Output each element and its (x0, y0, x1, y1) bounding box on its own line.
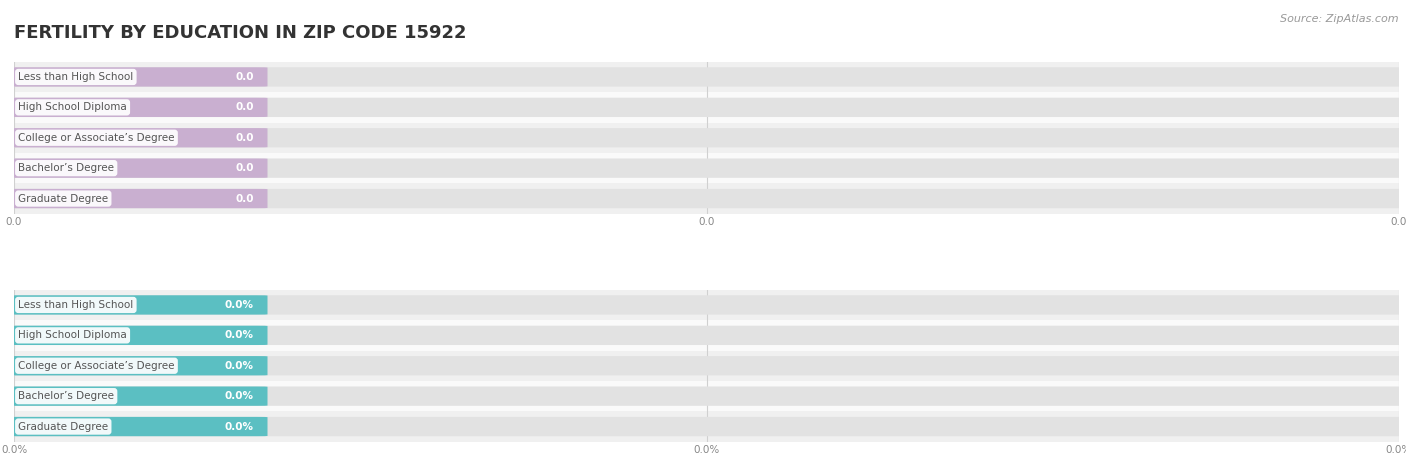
Text: Graduate Degree: Graduate Degree (18, 193, 108, 204)
Bar (14, 183, 1399, 214)
FancyBboxPatch shape (3, 67, 1406, 86)
Bar (14, 62, 1399, 92)
FancyBboxPatch shape (3, 98, 1406, 117)
FancyBboxPatch shape (3, 295, 267, 314)
Text: Bachelor’s Degree: Bachelor’s Degree (18, 163, 114, 173)
Text: 0.0: 0.0 (235, 163, 253, 173)
Bar (14, 351, 1399, 381)
Text: 0.0: 0.0 (235, 72, 253, 82)
Text: Graduate Degree: Graduate Degree (18, 421, 108, 432)
FancyBboxPatch shape (3, 387, 267, 406)
Text: 0.0%: 0.0% (225, 361, 253, 371)
FancyBboxPatch shape (3, 98, 267, 117)
Text: Source: ZipAtlas.com: Source: ZipAtlas.com (1281, 14, 1399, 24)
FancyBboxPatch shape (3, 295, 1406, 314)
Text: 0.0%: 0.0% (225, 330, 253, 341)
FancyBboxPatch shape (3, 67, 267, 86)
Bar (14, 153, 1399, 183)
Text: 0.0%: 0.0% (225, 300, 253, 310)
Text: Less than High School: Less than High School (18, 72, 134, 82)
Bar (14, 290, 1399, 320)
FancyBboxPatch shape (3, 159, 1406, 178)
Text: 0.0: 0.0 (235, 193, 253, 204)
FancyBboxPatch shape (3, 189, 267, 208)
Bar (14, 411, 1399, 442)
Text: 0.0%: 0.0% (225, 421, 253, 432)
FancyBboxPatch shape (3, 356, 1406, 375)
FancyBboxPatch shape (3, 326, 267, 345)
Bar (14, 381, 1399, 411)
Text: College or Associate’s Degree: College or Associate’s Degree (18, 361, 174, 371)
Text: 0.0%: 0.0% (225, 391, 253, 401)
FancyBboxPatch shape (3, 417, 267, 436)
Text: 0.0: 0.0 (235, 102, 253, 113)
FancyBboxPatch shape (3, 128, 1406, 147)
FancyBboxPatch shape (3, 128, 267, 147)
FancyBboxPatch shape (3, 356, 267, 375)
Bar (14, 123, 1399, 153)
FancyBboxPatch shape (3, 159, 267, 178)
Text: 0.0: 0.0 (235, 133, 253, 143)
Text: Bachelor’s Degree: Bachelor’s Degree (18, 391, 114, 401)
Text: College or Associate’s Degree: College or Associate’s Degree (18, 133, 174, 143)
FancyBboxPatch shape (3, 189, 1406, 208)
Text: Less than High School: Less than High School (18, 300, 134, 310)
FancyBboxPatch shape (3, 326, 1406, 345)
FancyBboxPatch shape (3, 387, 1406, 406)
Text: High School Diploma: High School Diploma (18, 330, 127, 341)
Text: High School Diploma: High School Diploma (18, 102, 127, 113)
Text: FERTILITY BY EDUCATION IN ZIP CODE 15922: FERTILITY BY EDUCATION IN ZIP CODE 15922 (14, 24, 467, 42)
Bar (14, 320, 1399, 351)
FancyBboxPatch shape (3, 417, 1406, 436)
Bar (14, 92, 1399, 123)
